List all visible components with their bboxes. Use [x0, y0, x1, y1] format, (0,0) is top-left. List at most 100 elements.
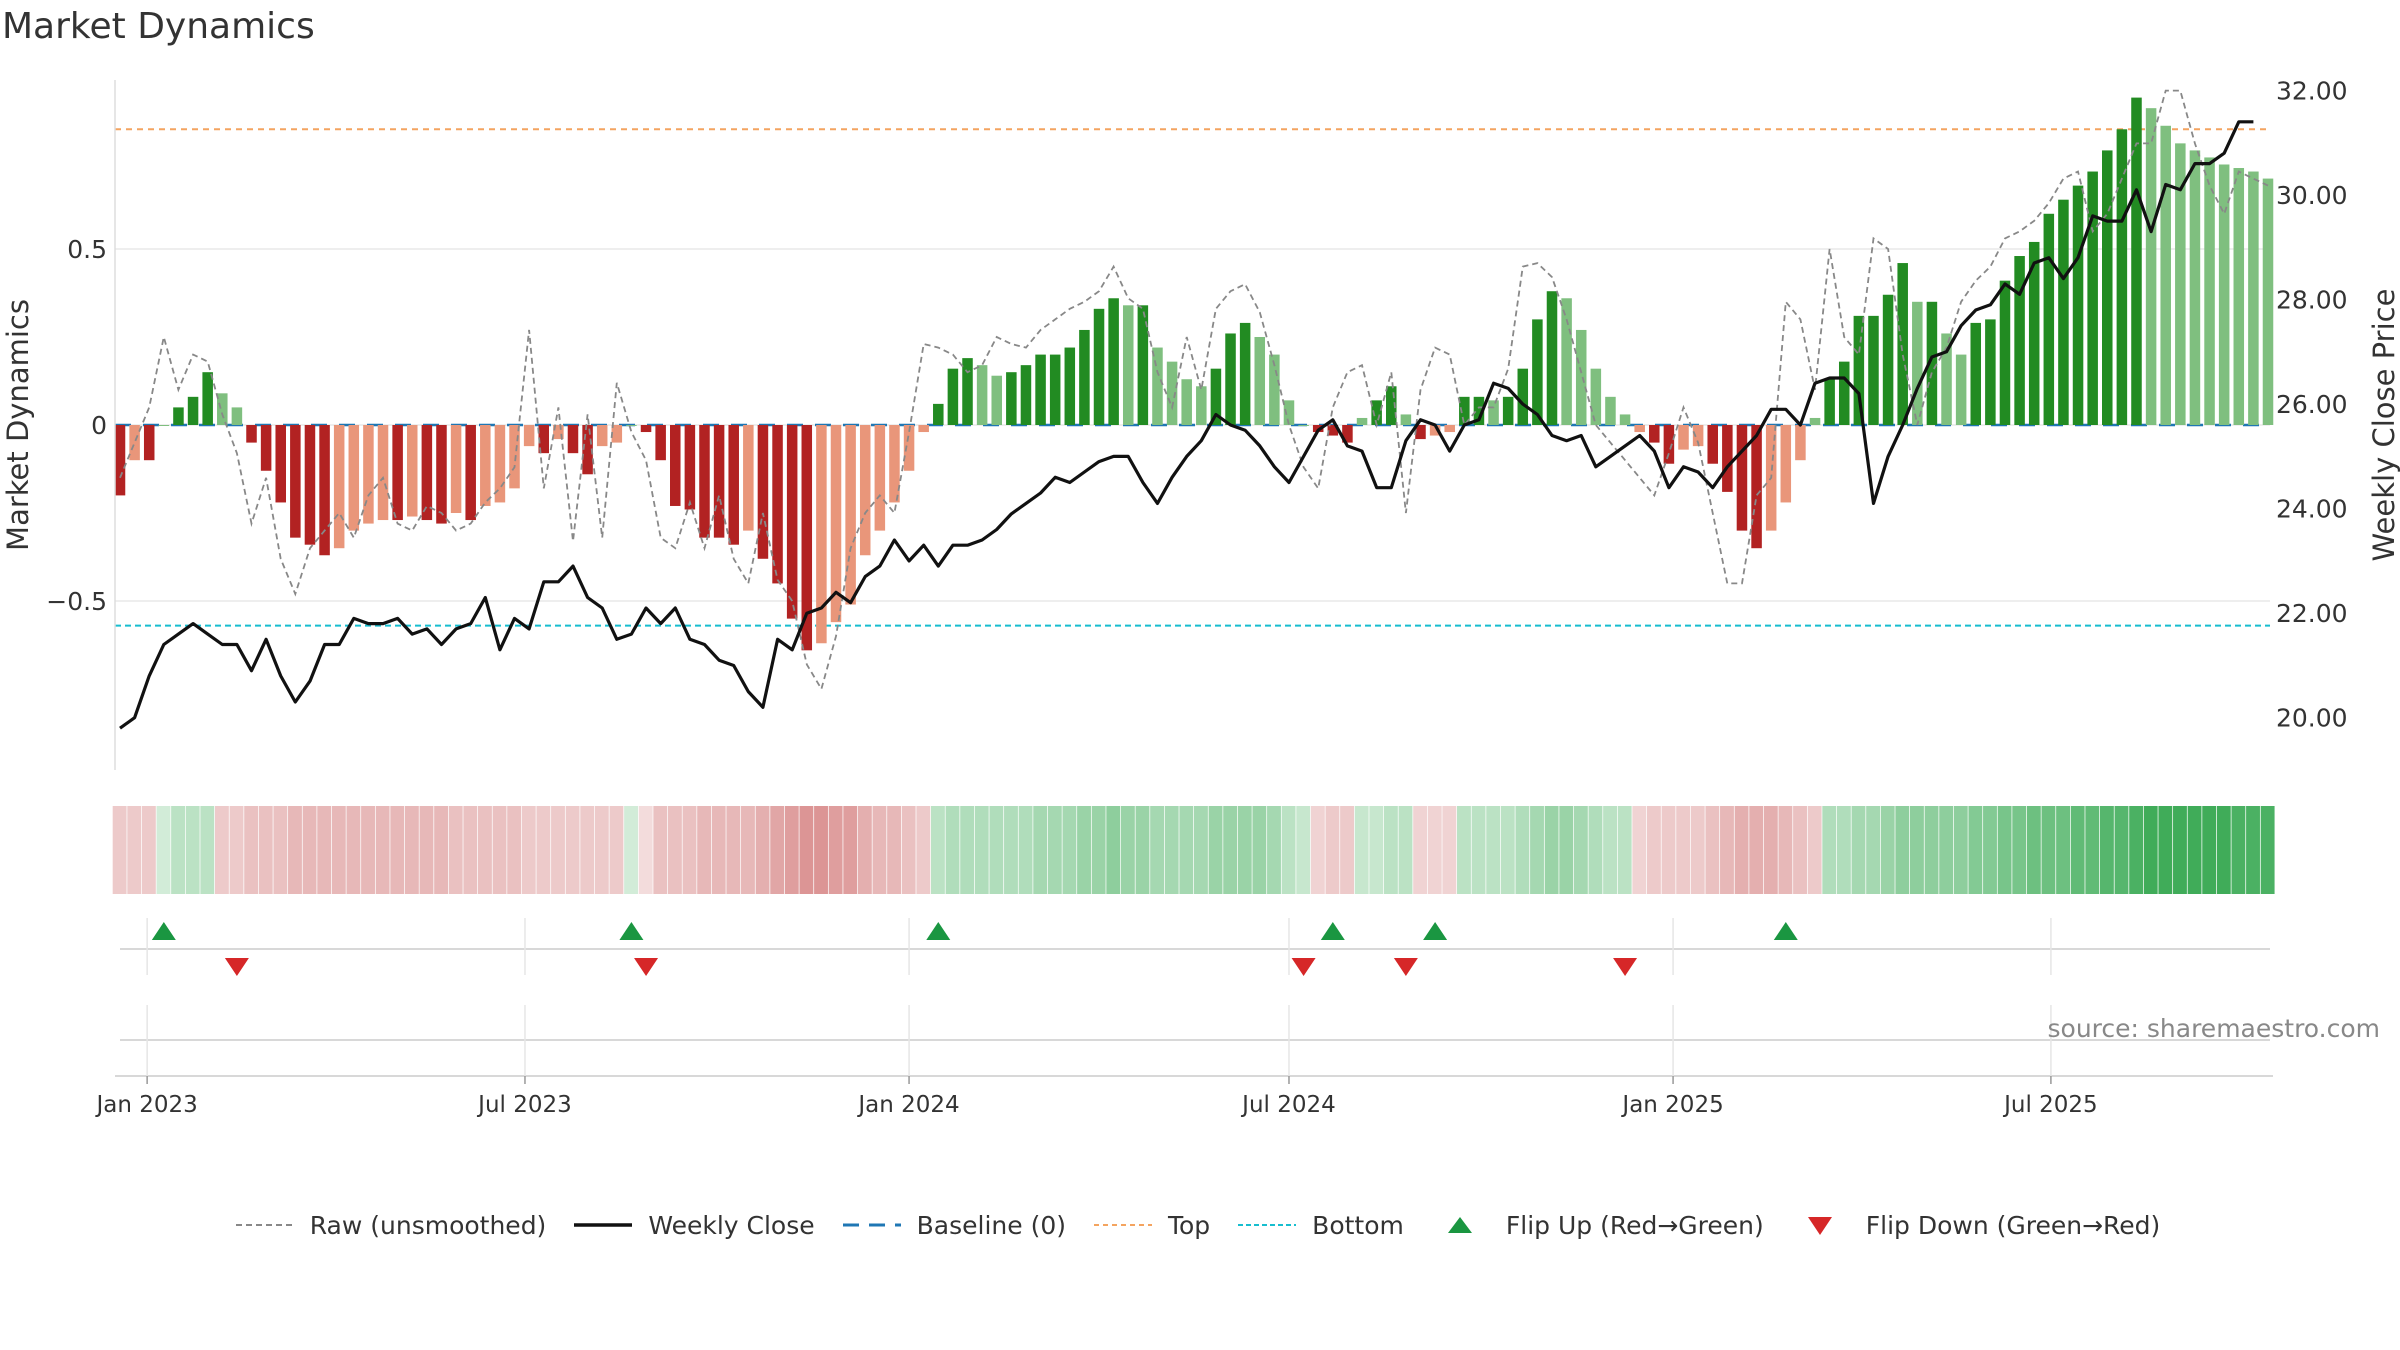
flip-up-marker — [619, 922, 644, 940]
bar — [1546, 291, 1558, 425]
strip-cell — [1836, 806, 1851, 894]
bar — [976, 365, 988, 425]
bar — [1020, 365, 1032, 425]
legend-swatch-bottom — [1236, 1213, 1298, 1237]
strip-cell — [492, 806, 507, 894]
bar — [2145, 108, 2157, 425]
legend-label: Baseline (0) — [916, 1210, 1066, 1240]
strip-cell — [1544, 806, 1559, 894]
bar — [2233, 168, 2245, 426]
bar — [1649, 425, 1660, 443]
bar — [1006, 372, 1017, 425]
bar — [1371, 400, 1382, 425]
strip-cell — [171, 806, 186, 894]
bar — [2116, 129, 2128, 426]
flip-up-marker — [151, 922, 176, 940]
bar — [1751, 425, 1762, 549]
legend-swatch-baseline — [841, 1213, 903, 1237]
bar — [655, 425, 666, 461]
strip-cell — [1194, 806, 1208, 894]
strip-cell — [1471, 806, 1486, 894]
strip-cell — [434, 806, 449, 894]
bar — [1824, 379, 1835, 425]
y2-tick-label: 26.00 — [2276, 390, 2348, 419]
strip-cell — [624, 806, 639, 894]
strip-cell — [536, 806, 551, 894]
bar — [874, 425, 886, 531]
bar — [1634, 425, 1645, 433]
strip-cell — [1296, 806, 1311, 894]
legend-swatch-close — [572, 1213, 634, 1237]
strip-cell — [653, 806, 668, 894]
strip-cell — [1763, 806, 1778, 894]
bar — [1283, 400, 1295, 425]
strip-cell — [185, 806, 200, 894]
strip-cell — [930, 806, 945, 894]
strip-cell — [1588, 806, 1603, 894]
bar — [1064, 347, 1076, 425]
strip-cell — [857, 806, 872, 894]
strip-cell — [1252, 806, 1267, 894]
strip-cell — [2026, 806, 2041, 894]
strip-cell — [288, 806, 302, 894]
bar — [1692, 425, 1704, 447]
bar — [640, 425, 652, 433]
strip-cell — [741, 806, 755, 894]
bar — [2102, 150, 2113, 426]
strip-cell — [2202, 806, 2217, 894]
bar — [406, 425, 418, 517]
strip-cell — [1910, 806, 1924, 894]
bar — [918, 425, 929, 433]
bar — [757, 425, 769, 559]
strip-cell — [580, 806, 595, 894]
bar — [1926, 301, 1938, 425]
strip-cell — [1632, 806, 1647, 894]
strip-cell — [843, 806, 858, 894]
strip-cell — [901, 806, 916, 894]
strip-cell — [419, 806, 434, 894]
strip-cell — [770, 806, 785, 894]
raw-line — [119, 89, 2269, 692]
bar — [1517, 368, 1529, 425]
strip-cell — [1690, 806, 1705, 894]
bar — [743, 425, 754, 531]
bar — [1619, 414, 1631, 425]
strip-cell — [1340, 806, 1355, 894]
strip-cell — [1106, 806, 1121, 894]
bar — [830, 425, 842, 623]
strip-cell — [1880, 806, 1895, 894]
strip-cell — [1530, 806, 1544, 894]
bar — [845, 425, 856, 605]
strip-cell — [2070, 806, 2085, 894]
raw-line-series — [119, 89, 2269, 692]
strip-cell — [960, 806, 975, 894]
bar — [2058, 199, 2069, 425]
legend-label: Bottom — [1312, 1210, 1404, 1240]
bar — [1575, 329, 1587, 425]
bar — [816, 425, 827, 644]
bar — [684, 425, 696, 510]
strip-cell — [1267, 806, 1281, 894]
strip-cell — [594, 806, 609, 894]
y2-tick-label: 32.00 — [2276, 76, 2348, 105]
bar — [933, 403, 944, 425]
strip-cell — [375, 806, 390, 894]
bar — [1429, 425, 1441, 436]
bar — [1298, 425, 1309, 426]
bar — [1327, 425, 1339, 436]
legend-item-raw: Raw (unsmoothed) — [234, 1211, 546, 1240]
bar — [377, 425, 389, 521]
strip-cell — [1807, 806, 1822, 894]
bar — [450, 425, 462, 514]
strip-cell — [2187, 806, 2202, 894]
strip-cell — [1705, 806, 1720, 894]
flip-markers — [120, 922, 2270, 976]
strip-cell — [1413, 806, 1428, 894]
y2-tick-label: 24.00 — [2276, 495, 2348, 524]
bar — [728, 425, 739, 545]
bar — [991, 375, 1002, 425]
strip-cell — [974, 806, 989, 894]
strip-cell — [2173, 806, 2187, 894]
strip-cell — [2056, 806, 2071, 894]
bar — [2014, 256, 2025, 425]
